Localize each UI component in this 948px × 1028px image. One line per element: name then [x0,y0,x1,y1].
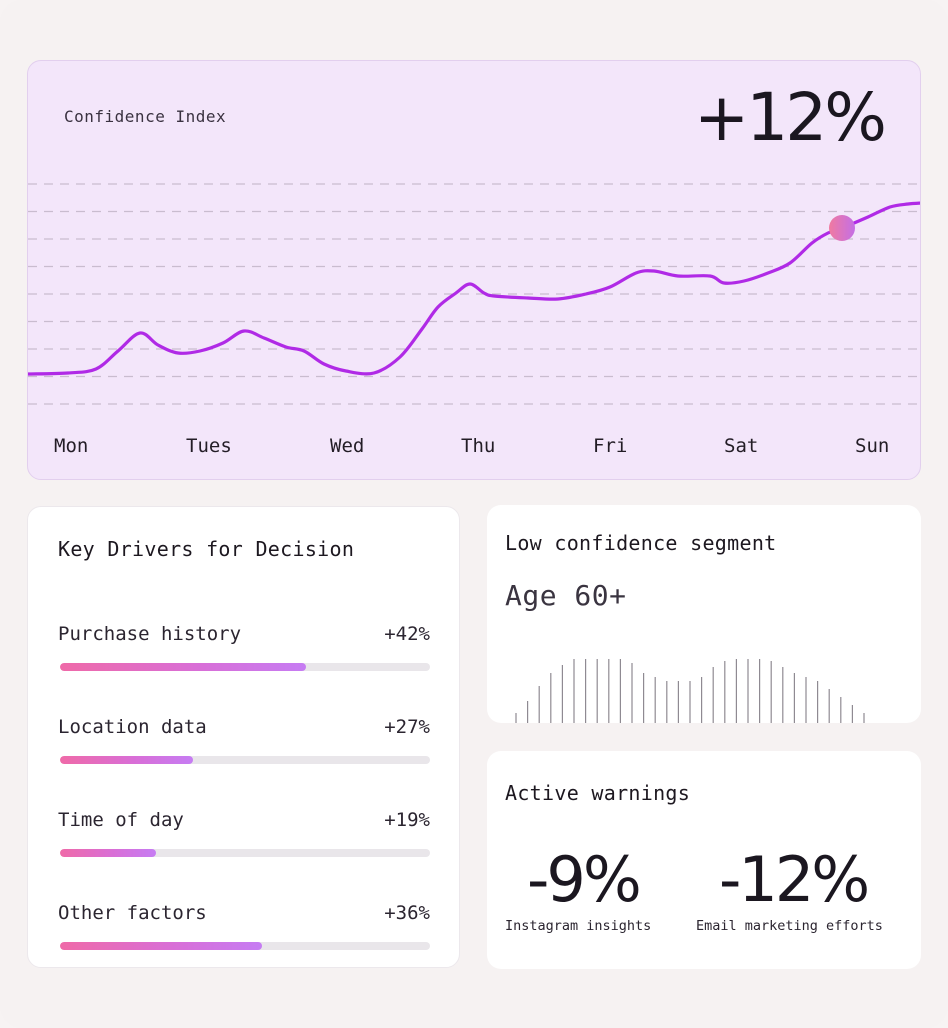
driver-progress-fill [60,663,307,671]
drivers-title: Key Drivers for Decision [58,537,355,561]
confidence-marker [829,215,855,241]
driver-label: Purchase history [58,623,242,645]
driver-label: Location data [58,716,207,738]
driver-value: +19% [384,809,430,831]
segment-title: Low confidence segment [505,531,777,555]
driver-value: +27% [384,716,430,738]
day-label-wed: Wed [330,435,365,457]
segment-distribution-bars [515,659,865,723]
warning-value-email: -12% [719,843,870,916]
day-label-fri: Fri [593,435,628,457]
chart-gridlines [28,183,920,405]
driver-progress-fill [60,942,262,950]
confidence-line-chart [28,183,920,405]
driver-progress-fill [60,756,194,764]
day-label-tues: Tues [186,435,232,457]
day-label-sun: Sun [855,435,890,457]
key-drivers-card: Key Drivers for Decision Purchase histor… [27,506,460,968]
active-warnings-card: Active warnings -9% Instagram insights -… [487,751,921,969]
driver-label: Time of day [58,809,184,831]
warning-label-email: Email marketing efforts [696,918,883,934]
driver-row: Time of day +19% [58,809,430,861]
driver-label: Other factors [58,902,207,924]
warnings-title: Active warnings [505,781,691,805]
driver-row: Other factors +36% [58,902,430,954]
driver-row: Location data +27% [58,716,430,768]
day-label-thu: Thu [461,435,496,457]
day-label-mon: Mon [54,435,89,457]
segment-value: Age 60+ [505,579,627,612]
driver-progress-track [60,942,430,950]
chart-title: Confidence Index [64,107,227,126]
confidence-change: +12% [694,79,887,156]
driver-value: +42% [384,623,430,645]
driver-progress-track [60,756,430,764]
warning-label-instagram: Instagram insights [505,918,652,934]
confidence-line [28,201,920,376]
driver-progress-track [60,663,430,671]
driver-progress-fill [60,849,157,857]
driver-value: +36% [384,902,430,924]
driver-progress-track [60,849,430,857]
warning-value-instagram: -9% [527,843,642,916]
confidence-index-card: Confidence Index +12% Mon Tues Wed Thu F… [27,60,921,480]
driver-row: Purchase history +42% [58,623,430,675]
low-confidence-segment-card: Low confidence segment Age 60+ [487,505,921,723]
day-label-sat: Sat [724,435,759,457]
